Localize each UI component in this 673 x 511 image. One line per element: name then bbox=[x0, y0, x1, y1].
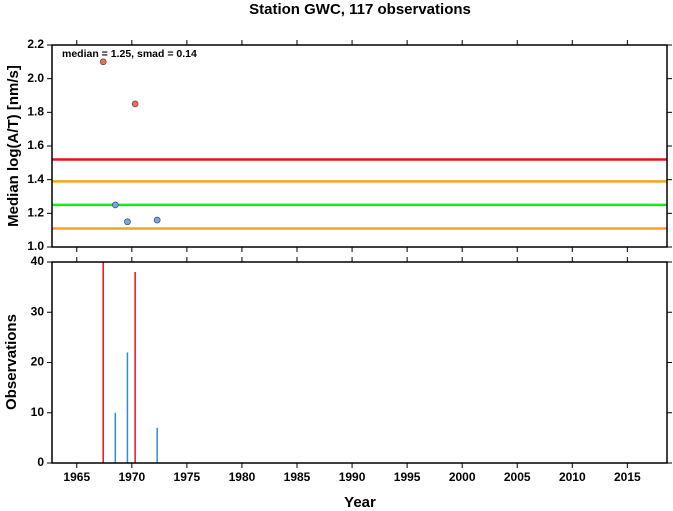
point bbox=[131, 100, 139, 108]
annotation: median = 1.25, smad = 0.14 bbox=[62, 48, 197, 60]
y-tick-label: 40 bbox=[31, 254, 45, 268]
y-tick-label: 2.0 bbox=[27, 71, 44, 85]
y-tick-label: 1.4 bbox=[27, 172, 44, 186]
x-axis-label: Year bbox=[344, 494, 376, 511]
y-axis-label: Observations bbox=[3, 314, 20, 410]
point bbox=[124, 218, 131, 226]
x-tick-label: 2010 bbox=[559, 470, 586, 484]
y-tick-label: 1.8 bbox=[27, 105, 44, 119]
y-tick-label: 30 bbox=[31, 304, 45, 318]
x-tick-label: 1980 bbox=[229, 470, 256, 484]
x-tick-label: 1995 bbox=[394, 470, 421, 484]
y-tick-label: 1.0 bbox=[27, 239, 44, 253]
y-tick-label: 0 bbox=[37, 455, 44, 469]
y-tick-label: 2.2 bbox=[27, 37, 44, 51]
y-tick-label: 1.2 bbox=[27, 206, 44, 220]
y-tick-label: 10 bbox=[31, 405, 45, 419]
x-tick-label: 1985 bbox=[284, 470, 311, 484]
plot-frame bbox=[51, 261, 668, 464]
x-tick-label: 1965 bbox=[63, 470, 90, 484]
x-tick-label: 1970 bbox=[118, 470, 145, 484]
y-tick-label: 1.6 bbox=[27, 138, 44, 152]
y-tick-label: 20 bbox=[31, 355, 45, 369]
x-tick-label: 2000 bbox=[449, 470, 476, 484]
point bbox=[99, 58, 107, 66]
plot-frame bbox=[51, 44, 668, 248]
x-tick-label: 1990 bbox=[339, 470, 366, 484]
chart-title: Station GWC, 117 observations bbox=[249, 1, 471, 18]
x-tick-label: 2005 bbox=[504, 470, 531, 484]
point bbox=[153, 216, 161, 224]
x-tick-label: 2015 bbox=[614, 470, 641, 484]
y-axis-label: Median log(A/T) [nm/s] bbox=[5, 65, 22, 227]
point bbox=[112, 201, 119, 209]
x-tick-label: 1975 bbox=[174, 470, 201, 484]
